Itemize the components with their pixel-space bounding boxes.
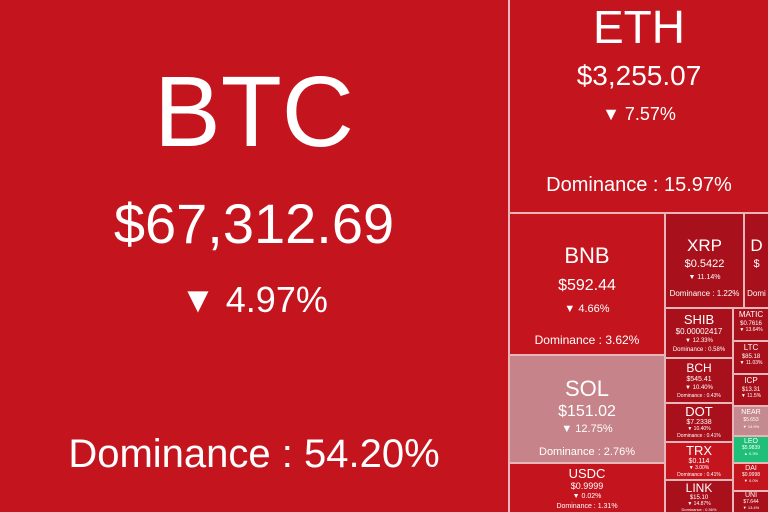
- tile-symbol: BNB: [564, 243, 610, 268]
- tile-dai[interactable]: DAI $0.9998 ▼ 0.0%: [734, 464, 768, 490]
- tile-eth[interactable]: ETH $3,255.07 ▼ 7.57% Dominance : 15.97%: [510, 0, 768, 212]
- tile-change: ▼ 14.87%: [687, 501, 711, 507]
- tile-price: $0.7616: [740, 321, 762, 327]
- tile-price: $545.41: [686, 376, 712, 383]
- tile-symbol: SOL: [564, 376, 610, 401]
- tile-price: $5.9839: [741, 445, 761, 451]
- tile-price: $5.653: [743, 417, 759, 423]
- tile-dominance: Dominance : 1.31%: [556, 503, 618, 510]
- tile-bnb[interactable]: BNB $592.44 ▼ 4.66% Dominance : 3.62%: [510, 214, 664, 354]
- tile-near[interactable]: NEAR $5.653 ▼ 14.9%: [734, 407, 768, 435]
- tile-ltc[interactable]: LTC $85.18 ▼ 11.03%: [734, 342, 768, 373]
- tile-trx[interactable]: TRX $0.114 ▼ 3.00% Dominance : 0.41%: [666, 443, 732, 479]
- tile-dominance: Dominance : 54.20%: [68, 432, 440, 476]
- tile-leo[interactable]: LEO $5.9839 ▲ 0.3%: [734, 437, 768, 462]
- tile-symbol: BTC: [154, 56, 354, 168]
- tile-symbol: LINK: [685, 481, 713, 495]
- tile-dot[interactable]: DOT $7.2338 ▼ 10.40% Dominance : 0.41%: [666, 404, 732, 441]
- tile-icp[interactable]: ICP $13.31 ▼ 11.5%: [734, 375, 768, 405]
- tile-change: ▲ 0.3%: [743, 451, 759, 456]
- tile-change: ▼ 11.14%: [688, 274, 721, 281]
- tile-symbol: UNI: [744, 492, 758, 499]
- tile-symbol: NEAR: [741, 409, 761, 416]
- tile-change: ▼ 4.97%: [180, 279, 328, 320]
- tile-change: ▼ 0.0%: [743, 478, 759, 483]
- tile-price: $151.02: [558, 403, 616, 420]
- tile-dominance: Domi: [747, 289, 766, 298]
- tile-sol[interactable]: SOL $151.02 ▼ 12.75% Dominance : 2.76%: [510, 356, 664, 462]
- tile-dominance: Dominance : 0.58%: [672, 347, 726, 353]
- tile-price: $7.2338: [686, 419, 712, 426]
- tile-change: ▼ 12.75%: [561, 423, 613, 435]
- tile-price: $15.10: [689, 495, 709, 501]
- tile-uni[interactable]: UNI $7.644 ▼ 13.4%: [734, 492, 768, 512]
- tile-symbol: DOT: [685, 404, 713, 419]
- tile-price: $0.9998: [741, 472, 761, 478]
- tile-btc[interactable]: BTC $67,312.69 ▼ 4.97% Dominance : 54.20%: [0, 0, 508, 512]
- tile-change: ▼ 3.00%: [688, 465, 710, 471]
- tile-symbol: DAI: [745, 465, 757, 472]
- tile-price: $592.44: [558, 277, 616, 294]
- tile-dominance: Dominance : 3.62%: [534, 333, 640, 347]
- tile-dominance: Dominance : 0.43%: [677, 393, 721, 399]
- tile-change: ▼ 13.4%: [742, 505, 760, 510]
- tile-usdc[interactable]: USDC $0.9999 ▼ 0.02% Dominance : 1.31%: [510, 464, 664, 512]
- tile-change: ▼ 11.5%: [740, 393, 762, 399]
- tile-symbol: D: [750, 236, 763, 255]
- tile-price: $0.00002417: [675, 327, 723, 336]
- tile-symbol: SHIB: [683, 312, 715, 327]
- tile-symbol: MATIC: [738, 310, 764, 319]
- tile-price: $85.18: [741, 354, 761, 360]
- tile-change: ▼ 11.03%: [739, 360, 763, 366]
- tile-link[interactable]: LINK $15.10 ▼ 14.87% Dominance : 0.36%: [666, 481, 732, 512]
- tile-dominance: Dominance : 1.22%: [669, 289, 740, 298]
- tile-change: ▼ 7.57%: [602, 104, 676, 124]
- tile-price: $0.114: [688, 458, 710, 465]
- tile-symbol: ICP: [744, 376, 758, 385]
- tile-price: $: [753, 258, 760, 270]
- tile-change: ▼ 0.02%: [572, 493, 602, 500]
- tile-dominance: Dominance : 2.76%: [539, 446, 635, 458]
- tile-change: ▼ 10.40%: [687, 426, 711, 432]
- tile-d[interactable]: D $ Domi: [745, 214, 768, 307]
- tile-dominance: Dominance : 0.41%: [677, 472, 721, 478]
- tile-symbol: TRX: [686, 443, 712, 458]
- tile-symbol: USDC: [568, 466, 606, 481]
- tile-shib[interactable]: SHIB $0.00002417 ▼ 12.33% Dominance : 0.58%: [666, 309, 732, 357]
- tile-symbol: XRP: [687, 236, 722, 255]
- tile-symbol: ETH: [593, 1, 685, 53]
- tile-price: $13.31: [741, 387, 761, 393]
- tile-bch[interactable]: BCH $545.41 ▼ 10.40% Dominance : 0.43%: [666, 359, 732, 402]
- tile-change: ▼ 12.33%: [685, 338, 713, 344]
- tile-dominance: Dominance : 0.36%: [681, 507, 717, 512]
- tile-price: $7.644: [743, 499, 759, 505]
- tile-price: $3,255.07: [576, 60, 702, 91]
- tile-price: $0.9999: [570, 481, 604, 491]
- tile-change: ▼ 14.9%: [742, 424, 760, 429]
- tile-matic[interactable]: MATIC $0.7616 ▼ 13.64%: [734, 309, 768, 340]
- tile-dominance: Dominance : 0.41%: [677, 433, 721, 439]
- tile-change: ▼ 4.66%: [564, 303, 610, 315]
- tile-change: ▼ 10.40%: [685, 385, 713, 391]
- tile-dominance: Dominance : 15.97%: [546, 174, 732, 196]
- tile-price: $0.5422: [684, 258, 725, 270]
- tile-symbol: LEO: [743, 438, 758, 445]
- tile-xrp[interactable]: XRP $0.5422 ▼ 11.14% Dominance : 1.22%: [666, 214, 743, 307]
- tile-change: ▼ 13.64%: [739, 327, 763, 333]
- tile-price: $67,312.69: [113, 192, 395, 255]
- tile-symbol: BCH: [686, 361, 712, 375]
- tile-symbol: LTC: [743, 343, 759, 352]
